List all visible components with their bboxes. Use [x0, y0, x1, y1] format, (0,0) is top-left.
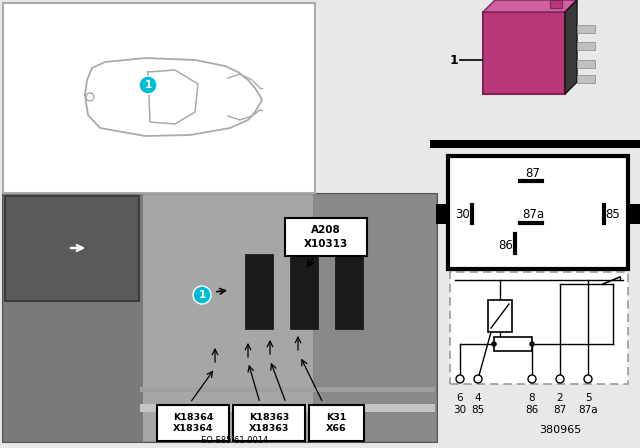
Bar [436, 204, 448, 224]
Bar [157, 405, 229, 441]
Bar [550, 0, 562, 8]
Text: 1: 1 [198, 290, 205, 300]
Text: A208
X10313: A208 X10313 [304, 225, 348, 249]
Bar [285, 218, 367, 256]
Text: 1: 1 [145, 80, 152, 90]
Bar [3, 3, 315, 193]
Bar [309, 405, 364, 441]
Bar [245, 254, 273, 329]
Bar [450, 272, 628, 384]
Text: 86: 86 [499, 238, 513, 251]
Bar [488, 300, 512, 332]
Polygon shape [483, 0, 577, 12]
Text: EO E85 61 0014: EO E85 61 0014 [202, 435, 269, 444]
Bar [483, 12, 565, 94]
Bar [577, 25, 595, 33]
Text: 4: 4 [475, 393, 481, 403]
Bar [577, 75, 595, 83]
Text: K18363
X18363: K18363 X18363 [249, 413, 289, 433]
Text: K18364
X18364: K18364 X18364 [173, 413, 213, 433]
Bar [335, 254, 363, 329]
Text: 2: 2 [557, 393, 563, 403]
Bar [577, 42, 595, 50]
Text: 87a: 87a [578, 405, 598, 415]
Text: 87a: 87a [522, 208, 544, 221]
Text: 85: 85 [605, 208, 620, 221]
Bar [5, 196, 139, 301]
Text: 30: 30 [453, 405, 467, 415]
Bar [313, 194, 437, 442]
Circle shape [584, 375, 592, 383]
Text: 87: 87 [554, 405, 566, 415]
Circle shape [139, 76, 157, 94]
Bar [143, 194, 313, 442]
Bar [628, 204, 640, 224]
Bar [140, 387, 435, 392]
Circle shape [193, 286, 211, 304]
Bar [448, 156, 628, 269]
Text: 8: 8 [529, 393, 535, 403]
Text: 87: 87 [525, 167, 540, 180]
Circle shape [529, 341, 535, 347]
Bar [3, 194, 437, 442]
Circle shape [456, 375, 464, 383]
Bar [468, 5, 590, 145]
Text: 30: 30 [456, 208, 470, 221]
Circle shape [556, 375, 564, 383]
Bar [233, 405, 305, 441]
Bar [140, 404, 435, 412]
Bar [290, 254, 318, 329]
Text: 5: 5 [585, 393, 591, 403]
Bar [494, 337, 532, 351]
Text: 380965: 380965 [539, 425, 581, 435]
Text: 86: 86 [525, 405, 539, 415]
Polygon shape [565, 0, 577, 94]
Circle shape [528, 375, 536, 383]
Circle shape [474, 375, 482, 383]
Bar [577, 60, 595, 68]
Circle shape [492, 341, 497, 347]
Text: K31
X66: K31 X66 [326, 413, 346, 433]
Text: 1: 1 [449, 53, 458, 66]
Text: 6: 6 [457, 393, 463, 403]
Bar [3, 194, 143, 442]
Text: 85: 85 [472, 405, 484, 415]
Bar [430, 140, 640, 148]
